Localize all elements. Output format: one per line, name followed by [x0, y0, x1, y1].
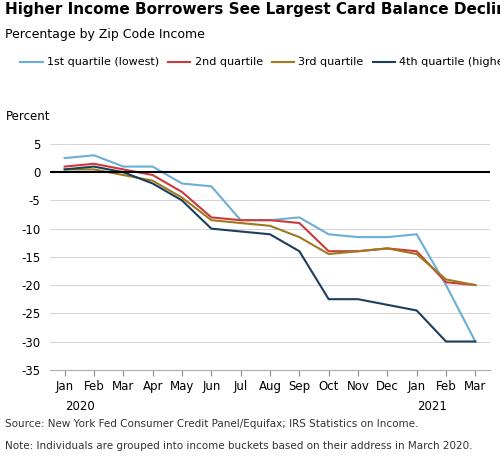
4th quartile (highest) [238, 228, 244, 234]
2nd quartile [443, 279, 449, 285]
1st quartile (lowest) [267, 218, 273, 223]
2nd quartile [296, 220, 302, 226]
Line: 3rd quartile: 3rd quartile [64, 169, 476, 285]
1st quartile (lowest) [414, 231, 420, 237]
1st quartile (lowest) [355, 234, 361, 240]
Text: Note: Individuals are grouped into income buckets based on their address in Marc: Note: Individuals are grouped into incom… [5, 441, 472, 451]
Text: Higher Income Borrowers See Largest Card Balance Declines: Higher Income Borrowers See Largest Card… [5, 2, 500, 18]
3rd quartile [120, 172, 126, 178]
4th quartile (highest) [120, 169, 126, 175]
2nd quartile [238, 218, 244, 223]
1st quartile (lowest) [472, 338, 478, 344]
3rd quartile [355, 248, 361, 254]
Text: Percent: Percent [6, 110, 51, 123]
3rd quartile [443, 277, 449, 283]
4th quartile (highest) [267, 231, 273, 237]
2nd quartile [150, 172, 156, 178]
Text: 2021: 2021 [416, 400, 446, 413]
4th quartile (highest) [443, 338, 449, 344]
Line: 4th quartile (highest): 4th quartile (highest) [64, 166, 476, 341]
1st quartile (lowest) [208, 183, 214, 189]
4th quartile (highest) [62, 166, 68, 172]
1st quartile (lowest) [150, 164, 156, 169]
3rd quartile [208, 218, 214, 223]
4th quartile (highest) [355, 296, 361, 302]
4th quartile (highest) [296, 248, 302, 254]
3rd quartile [296, 234, 302, 240]
1st quartile (lowest) [120, 164, 126, 169]
2nd quartile [267, 218, 273, 223]
3rd quartile [267, 223, 273, 228]
2nd quartile [326, 248, 332, 254]
Text: Source: New York Fed Consumer Credit Panel/Equifax; IRS Statistics on Income.: Source: New York Fed Consumer Credit Pan… [5, 419, 418, 429]
1st quartile (lowest) [443, 282, 449, 288]
1st quartile (lowest) [326, 231, 332, 237]
3rd quartile [150, 178, 156, 183]
Legend: 1st quartile (lowest), 2nd quartile, 3rd quartile, 4th quartile (highest): 1st quartile (lowest), 2nd quartile, 3rd… [16, 53, 500, 72]
3rd quartile [238, 220, 244, 226]
1st quartile (lowest) [62, 155, 68, 161]
2nd quartile [472, 282, 478, 288]
4th quartile (highest) [91, 164, 97, 169]
3rd quartile [472, 282, 478, 288]
2nd quartile [120, 166, 126, 172]
3rd quartile [384, 246, 390, 251]
1st quartile (lowest) [238, 218, 244, 223]
2nd quartile [62, 164, 68, 169]
1st quartile (lowest) [179, 181, 185, 186]
1st quartile (lowest) [91, 153, 97, 158]
4th quartile (highest) [472, 338, 478, 344]
Line: 1st quartile (lowest): 1st quartile (lowest) [64, 155, 476, 341]
1st quartile (lowest) [296, 215, 302, 220]
4th quartile (highest) [150, 181, 156, 186]
4th quartile (highest) [326, 296, 332, 302]
Text: 2020: 2020 [64, 400, 94, 413]
4th quartile (highest) [208, 226, 214, 231]
2nd quartile [414, 248, 420, 254]
2nd quartile [355, 248, 361, 254]
2nd quartile [91, 161, 97, 166]
1st quartile (lowest) [384, 234, 390, 240]
4th quartile (highest) [414, 308, 420, 313]
4th quartile (highest) [179, 198, 185, 203]
2nd quartile [208, 215, 214, 220]
3rd quartile [326, 251, 332, 257]
3rd quartile [179, 195, 185, 201]
2nd quartile [179, 189, 185, 195]
3rd quartile [91, 166, 97, 172]
3rd quartile [414, 251, 420, 257]
4th quartile (highest) [384, 302, 390, 308]
3rd quartile [62, 166, 68, 172]
Text: Percentage by Zip Code Income: Percentage by Zip Code Income [5, 28, 205, 41]
2nd quartile [384, 246, 390, 251]
Line: 2nd quartile: 2nd quartile [64, 164, 476, 285]
